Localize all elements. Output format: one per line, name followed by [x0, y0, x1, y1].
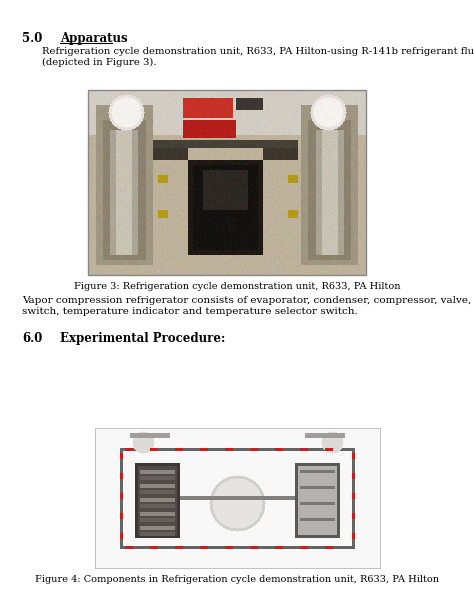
Text: Figure 4: Components in Refrigeration cycle demonstration unit, R633, PA Hilton: Figure 4: Components in Refrigeration cy…	[35, 575, 439, 584]
Text: Figure 3: Refrigeration cycle demonstration unit, R633, PA Hilton: Figure 3: Refrigeration cycle demonstrat…	[74, 282, 400, 291]
Text: switch, temperature indicator and temperature selector switch.: switch, temperature indicator and temper…	[22, 307, 358, 316]
Text: Experimental Procedure:: Experimental Procedure:	[60, 332, 225, 345]
Text: Vapor compression refrigerator consists of evaporator, condenser, compressor, va: Vapor compression refrigerator consists …	[22, 296, 474, 305]
Text: Apparatus: Apparatus	[60, 32, 128, 45]
Bar	[88, 90, 366, 275]
Text: 5.0: 5.0	[22, 32, 42, 45]
Text: Refrigeration cycle demonstration unit, R633, PA Hilton-using R-141b refrigerant: Refrigeration cycle demonstration unit, …	[42, 47, 474, 56]
Text: 6.0: 6.0	[22, 332, 42, 345]
Bar	[95, 428, 380, 568]
Text: (depicted in Figure 3).: (depicted in Figure 3).	[42, 58, 156, 67]
